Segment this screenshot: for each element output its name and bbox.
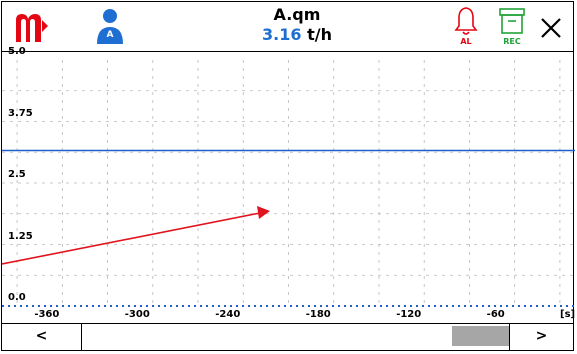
y-tick-label: 0.0 [8,292,26,303]
x-tick-label: -180 [305,309,331,320]
annotation-arrow-head [257,206,270,219]
archive-box-icon [499,8,525,34]
user-button[interactable]: A [96,8,124,46]
time-scrollbar[interactable]: < > [2,323,573,350]
annotation-arrow-shaft [2,212,261,265]
x-unit-label: [s] [560,309,576,320]
x-tick-label: -120 [396,309,422,320]
x-tick-label: -360 [34,309,60,320]
y-tick-label: 1.25 [8,230,33,242]
current-value: 3.16 t/h [197,25,397,45]
x-tick-label: -240 [215,309,241,320]
scroll-right-button[interactable]: > [509,324,573,350]
scroll-thumb[interactable] [452,326,510,346]
bell-icon [454,7,478,35]
alarm-label: AL [460,37,472,46]
x-tick-label: -60 [486,309,505,320]
title-block: A.qm 3.16 t/h [197,5,397,45]
value-number: 3.16 [262,25,302,44]
alarm-button[interactable]: AL [454,6,478,50]
y-tick-label: 2.5 [8,169,26,180]
value-unit: t/h [307,25,332,44]
user-badge: A [106,30,114,40]
x-tick-label: -300 [124,309,150,320]
channel-title: A.qm [273,5,321,24]
rec-button[interactable]: REC [497,6,527,50]
scroll-left-button[interactable]: < [2,324,82,350]
user-icon [97,9,123,44]
y-tick-label: 3.75 [8,107,33,119]
brand-logo-icon[interactable] [14,10,50,44]
y-tick-label: 5.0 [8,46,26,57]
close-icon[interactable] [538,10,564,44]
rec-label: REC [503,37,521,46]
header-bar: A A.qm 3.16 t/h AL REC [2,2,573,52]
